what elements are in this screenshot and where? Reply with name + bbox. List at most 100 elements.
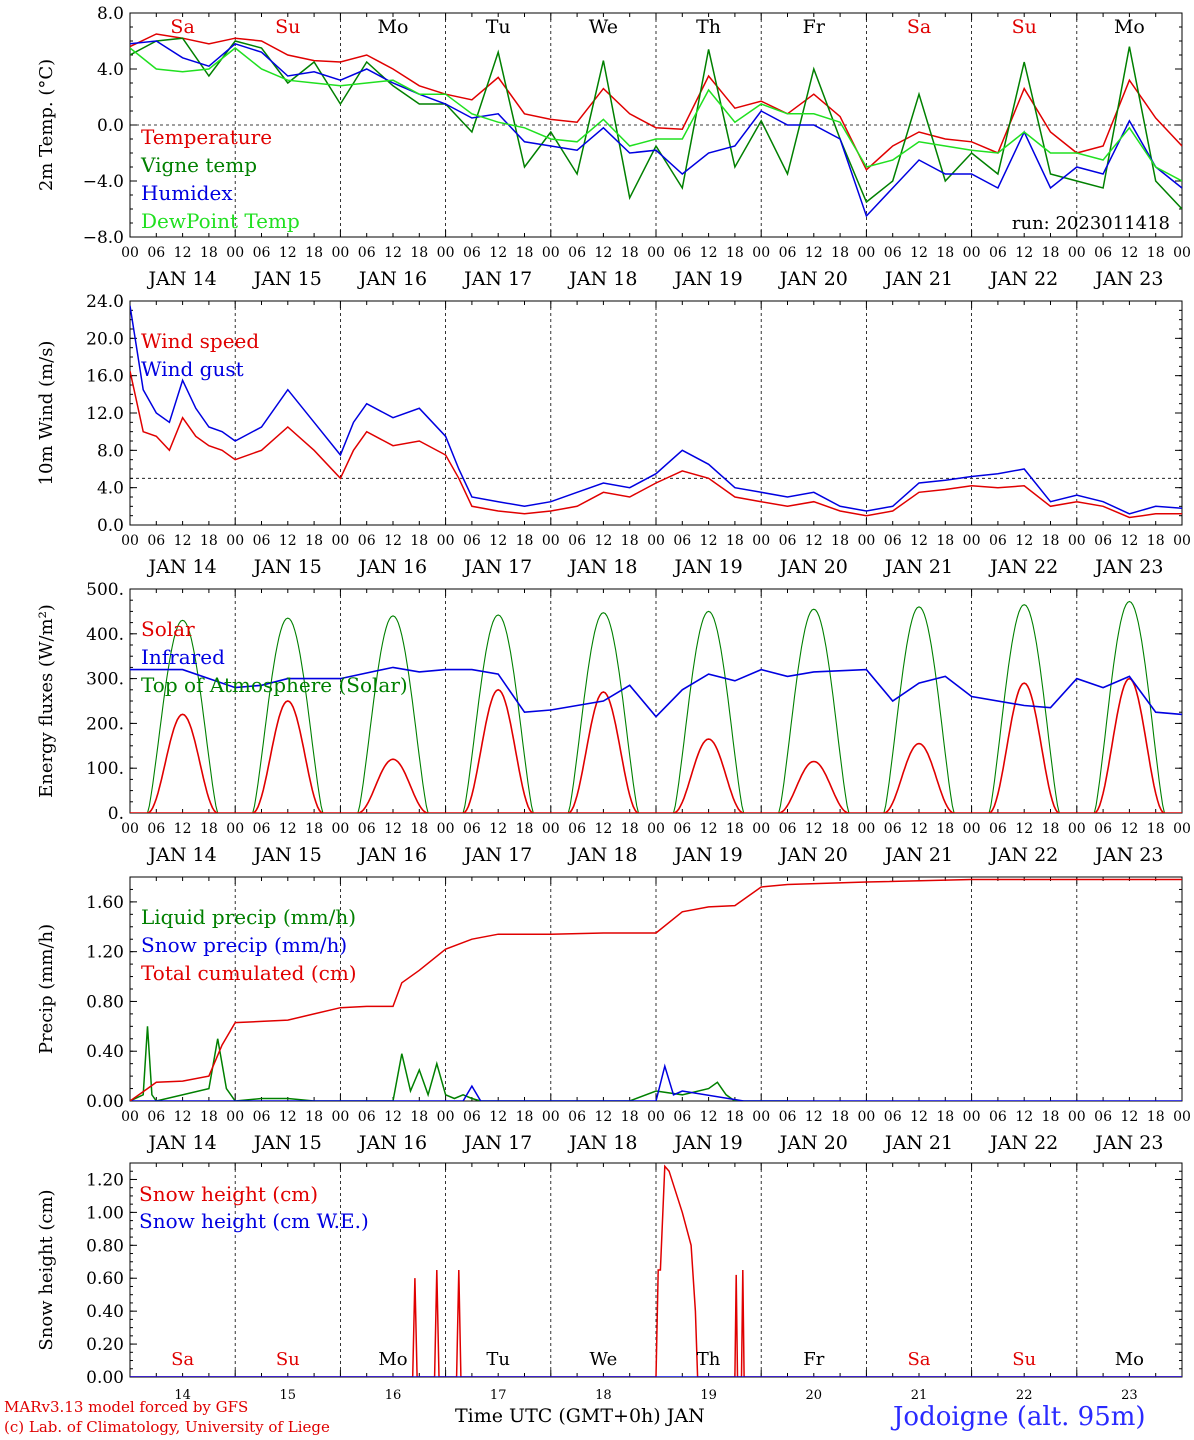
x-hour-label: 12 xyxy=(910,245,928,261)
x-hour-label: 00 xyxy=(857,1109,875,1125)
x-date-number: 14 xyxy=(174,1388,191,1403)
legend-entry: Total cumulated (cm) xyxy=(141,961,357,985)
x-hour-label: 12 xyxy=(384,1109,402,1125)
y-tick-label: 8.0 xyxy=(97,441,124,461)
x-hour-label: 06 xyxy=(673,245,691,261)
x-date-label: JAN 20 xyxy=(778,1132,848,1154)
x-hour-label: 18 xyxy=(200,245,218,261)
x-date-label: JAN 18 xyxy=(567,556,637,578)
weekday-label: Fr xyxy=(803,1349,824,1370)
x-hour-label: 00 xyxy=(963,821,981,837)
x-hour-label: 06 xyxy=(463,533,481,549)
toa-solar-curve xyxy=(462,614,534,813)
x-hour-label: 12 xyxy=(279,245,297,261)
x-hour-label: 00 xyxy=(542,245,560,261)
y-tick-label: 0.40 xyxy=(86,1302,124,1322)
solar-curve xyxy=(883,742,955,813)
legend-entry: Humidex xyxy=(141,181,233,205)
x-hour-label: 12 xyxy=(805,1109,823,1125)
x-hour-label: 18 xyxy=(936,821,954,837)
y-tick-label: 0.0 xyxy=(97,516,124,536)
y-tick-label: 16.0 xyxy=(86,367,124,387)
x-date-label: JAN 20 xyxy=(778,844,848,866)
x-hour-label: 00 xyxy=(857,245,875,261)
legend-entry: Snow height (cm) xyxy=(139,1182,318,1206)
x-hour-label: 06 xyxy=(147,821,165,837)
x-hour-label: 12 xyxy=(1015,245,1033,261)
x-date-label: JAN 15 xyxy=(252,844,322,866)
x-hour-label: 00 xyxy=(437,245,455,261)
x-hour-label: 18 xyxy=(936,1109,954,1125)
x-hour-label: 06 xyxy=(989,821,1007,837)
x-hour-label: 18 xyxy=(726,245,744,261)
legend-entry: Liquid precip (mm/h) xyxy=(141,905,356,929)
x-date-label: JAN 21 xyxy=(883,844,953,866)
x-hour-label: 06 xyxy=(673,533,691,549)
solar-curve xyxy=(778,760,850,813)
x-hour-label: 00 xyxy=(542,1109,560,1125)
x-date-label: JAN 23 xyxy=(1093,556,1163,578)
model-credit: MARv3.13 model forced by GFS xyxy=(4,1398,249,1416)
x-hour-label: 12 xyxy=(805,821,823,837)
x-hour-label: 00 xyxy=(437,1109,455,1125)
series-line-wind-speed xyxy=(130,370,1182,519)
x-hour-label: 00 xyxy=(121,245,139,261)
x-date-label: JAN 23 xyxy=(1093,1132,1163,1154)
x-hour-label: 06 xyxy=(1094,533,1112,549)
weekday-label: Sa xyxy=(907,16,931,38)
x-hour-label: 06 xyxy=(463,1109,481,1125)
legend-entry: Snow precip (mm/h) xyxy=(141,933,347,957)
x-hour-label: 06 xyxy=(989,533,1007,549)
toa-solar-curve xyxy=(1093,600,1166,813)
x-date-label: JAN 16 xyxy=(357,268,427,290)
y-tick-label: −8.0 xyxy=(83,228,124,248)
x-date-label: JAN 17 xyxy=(462,556,532,578)
x-hour-label: 06 xyxy=(147,245,165,261)
x-hour-label: 18 xyxy=(831,1109,849,1125)
weekday-label: Sa xyxy=(171,1349,194,1370)
x-hour-label: 00 xyxy=(1068,1109,1086,1125)
legend-entry: Temperature xyxy=(141,125,272,149)
x-hour-label: 00 xyxy=(121,533,139,549)
toa-solar-curve xyxy=(988,604,1060,813)
x-date-number: 23 xyxy=(1121,1388,1138,1403)
x-date-label: JAN 15 xyxy=(252,556,322,578)
solar-curve xyxy=(1093,677,1165,813)
weekday-label: Mo xyxy=(1114,16,1145,38)
y-axis-label: 10m Wind (m/s) xyxy=(36,341,57,486)
x-date-number: 20 xyxy=(806,1388,823,1403)
x-hour-label: 18 xyxy=(1042,1109,1060,1125)
x-hour-label: 06 xyxy=(253,533,271,549)
toa-solar-curve xyxy=(672,610,745,813)
run-annotation: run: 2023011418 xyxy=(1012,213,1170,234)
x-hour-label: 18 xyxy=(831,533,849,549)
weekday-label: Sa xyxy=(170,16,194,38)
y-tick-label: 0.00 xyxy=(86,1368,124,1388)
x-date-label: JAN 15 xyxy=(252,1132,322,1154)
x-date-label: JAN 17 xyxy=(462,268,532,290)
x-hour-label: 06 xyxy=(463,245,481,261)
legend-entry: Wind gust xyxy=(141,357,244,381)
x-date-label: JAN 22 xyxy=(988,268,1058,290)
solar-curve xyxy=(462,688,534,813)
x-date-number: 15 xyxy=(280,1388,297,1403)
x-hour-label: 00 xyxy=(331,533,349,549)
x-hour-label: 00 xyxy=(542,821,560,837)
x-hour-label: 06 xyxy=(358,533,376,549)
x-hour-label: 00 xyxy=(226,245,244,261)
x-date-label: JAN 16 xyxy=(357,844,427,866)
solar-curve xyxy=(357,758,429,813)
x-hour-label: 18 xyxy=(726,533,744,549)
x-hour-label: 18 xyxy=(305,1109,323,1125)
x-hour-label: 06 xyxy=(463,821,481,837)
weekday-label: Su xyxy=(275,16,300,38)
x-hour-label: 06 xyxy=(1094,1109,1112,1125)
panel-energy xyxy=(129,588,1183,814)
series-line-vigne-temp xyxy=(130,37,1182,210)
y-tick-label: 0.0 xyxy=(97,116,124,136)
x-hour-label: 18 xyxy=(726,1109,744,1125)
x-hour-label: 18 xyxy=(410,1109,428,1125)
weekday-label: Su xyxy=(1012,16,1037,38)
x-hour-label: 06 xyxy=(568,245,586,261)
toa-solar-curve xyxy=(883,606,955,813)
